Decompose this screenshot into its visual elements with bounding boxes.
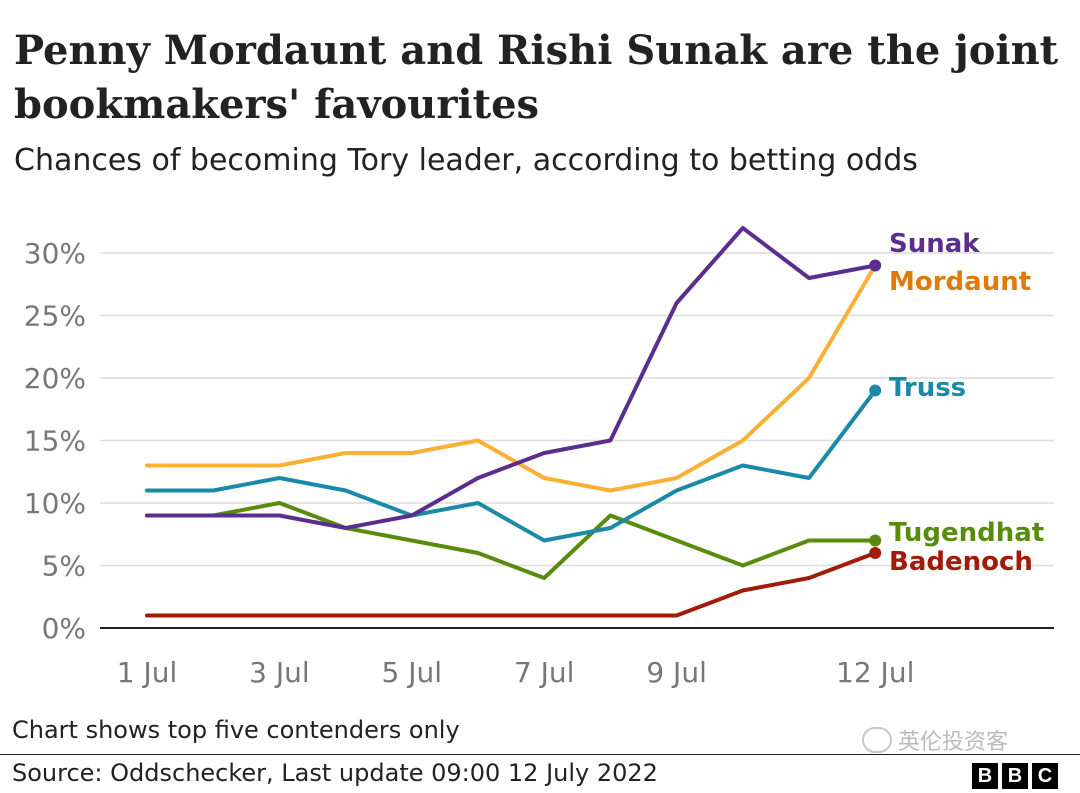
series-end-point-truss (869, 384, 882, 397)
bbc-logo-letter: B (972, 763, 998, 789)
gridlines (100, 252, 1054, 629)
y-tick-label: 5% (42, 550, 86, 583)
chart-title: Penny Mordaunt and Rishi Sunak are the j… (14, 27, 1059, 128)
footer-divider (0, 754, 1080, 755)
chart-subtitle: Chances of becoming Tory leader, accordi… (14, 143, 918, 178)
y-tick-label: 10% (24, 487, 86, 520)
x-tick-label: 3 Jul (249, 656, 310, 689)
series-line-tugendhat (145, 501, 878, 580)
x-axis-ticks: 1 Jul 3 Jul 5 Jul 7 Jul 9 Jul 12 Jul (117, 656, 915, 689)
series-line-mordaunt (145, 263, 878, 493)
x-tick-label: 1 Jul (117, 656, 178, 689)
series-line-sunak (145, 226, 878, 530)
watermark-text: 英伦投资客 (898, 730, 1009, 755)
x-tick-label: 12 Jul (836, 656, 914, 689)
series-label-sunak: Sunak (889, 229, 980, 259)
series-label-truss: Truss (889, 373, 966, 403)
y-tick-label: 15% (24, 425, 86, 458)
series-label-badenoch: Badenoch (889, 547, 1033, 577)
line-chart: 0% 5% 10% 15% 20% 25% 30% 1 Jul 3 Jul 5 Jul 7 Jul… (24, 226, 1054, 689)
series-label-tugendhat: Tugendhat (889, 518, 1044, 548)
y-tick-label: 20% (24, 362, 86, 395)
chart-note: Chart shows top five contenders only (12, 716, 460, 744)
bbc-logo-letter: C (1032, 763, 1058, 789)
x-tick-label: 5 Jul (382, 656, 443, 689)
series-end-point-badenoch (869, 547, 882, 559)
series-end-point-sunak (869, 259, 882, 272)
bbc-logo: B B C (972, 763, 1058, 789)
y-tick-label: 30% (24, 237, 86, 270)
y-tick-label: 0% (42, 612, 86, 645)
series-lines (145, 226, 882, 618)
y-tick-label: 25% (24, 300, 86, 333)
series-line-truss (145, 388, 878, 543)
watermark: 英伦投资客 (862, 724, 1008, 756)
x-tick-label: 9 Jul (646, 656, 707, 689)
bbc-logo-letter: B (1002, 763, 1028, 789)
wechat-icon (862, 727, 892, 753)
series-label-mordaunt: Mordaunt (889, 267, 1031, 297)
y-axis-ticks: 0% 5% 10% 15% 20% 25% 30% (24, 237, 86, 645)
chart-source: Source: Oddschecker, Last update 09:00 1… (12, 759, 658, 787)
series-end-point-tugendhat (869, 534, 882, 547)
series-line-badenoch (145, 551, 878, 618)
x-tick-label: 7 Jul (514, 656, 575, 689)
